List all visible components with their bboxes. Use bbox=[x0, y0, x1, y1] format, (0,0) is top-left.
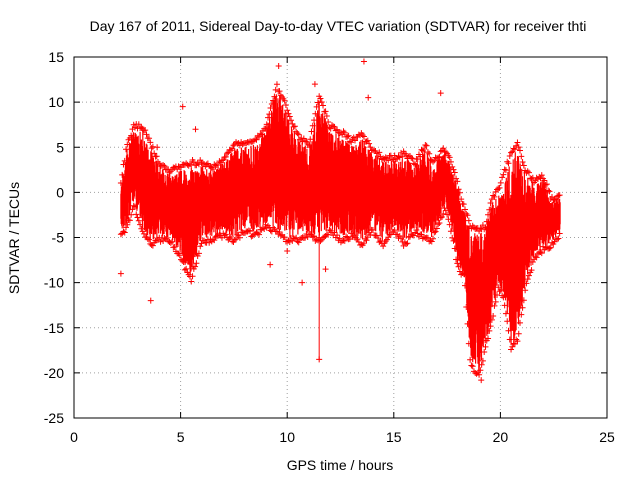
y-tick-label: -20 bbox=[44, 365, 64, 381]
y-axis-label: SDTVAR / TECUs bbox=[6, 182, 22, 294]
y-tick-label: -10 bbox=[44, 275, 64, 291]
y-tick-label: 10 bbox=[48, 94, 64, 110]
outlier-point bbox=[365, 94, 372, 101]
y-tick-label: -5 bbox=[52, 230, 65, 246]
outlier-point bbox=[154, 144, 161, 151]
outlier-point bbox=[437, 90, 444, 97]
x-tick-label: 25 bbox=[599, 429, 615, 445]
outlier-point bbox=[478, 377, 485, 384]
outlier-point bbox=[147, 297, 154, 304]
x-tick-label: 0 bbox=[70, 429, 78, 445]
outlier-point bbox=[299, 279, 306, 286]
x-tick-label: 15 bbox=[386, 429, 402, 445]
data-series bbox=[117, 58, 563, 384]
x-tick-label: 5 bbox=[177, 429, 185, 445]
tick-labels: 0 5 10 15 20 25 -25 -20 -15 -10 -5 0 5 10 15 bbox=[44, 49, 615, 445]
chart-title: Day 167 of 2011, Sidereal Day-to-day VTE… bbox=[90, 18, 587, 34]
outlier-point bbox=[467, 297, 474, 304]
outlier-point bbox=[311, 81, 318, 88]
outlier-point bbox=[117, 270, 124, 277]
data-band bbox=[120, 94, 561, 373]
outlier-point bbox=[179, 103, 186, 110]
outlier-point bbox=[360, 58, 367, 65]
outlier-point bbox=[322, 266, 329, 273]
outlier-point bbox=[267, 261, 274, 268]
outlier-point bbox=[275, 63, 282, 70]
axes bbox=[73, 56, 608, 419]
x-tick-label: 10 bbox=[279, 429, 295, 445]
x-axis-label: GPS time / hours bbox=[287, 457, 394, 473]
edge-markers bbox=[117, 81, 563, 378]
y-tick-label: 15 bbox=[48, 49, 64, 65]
x-tick-label: 20 bbox=[493, 429, 509, 445]
y-tick-label: 0 bbox=[56, 184, 64, 200]
y-tick-label: -25 bbox=[44, 410, 64, 426]
outlier-point bbox=[284, 248, 291, 255]
y-tick-label: -15 bbox=[44, 320, 64, 336]
outlier-point bbox=[192, 126, 199, 133]
y-tick-label: 5 bbox=[56, 139, 64, 155]
